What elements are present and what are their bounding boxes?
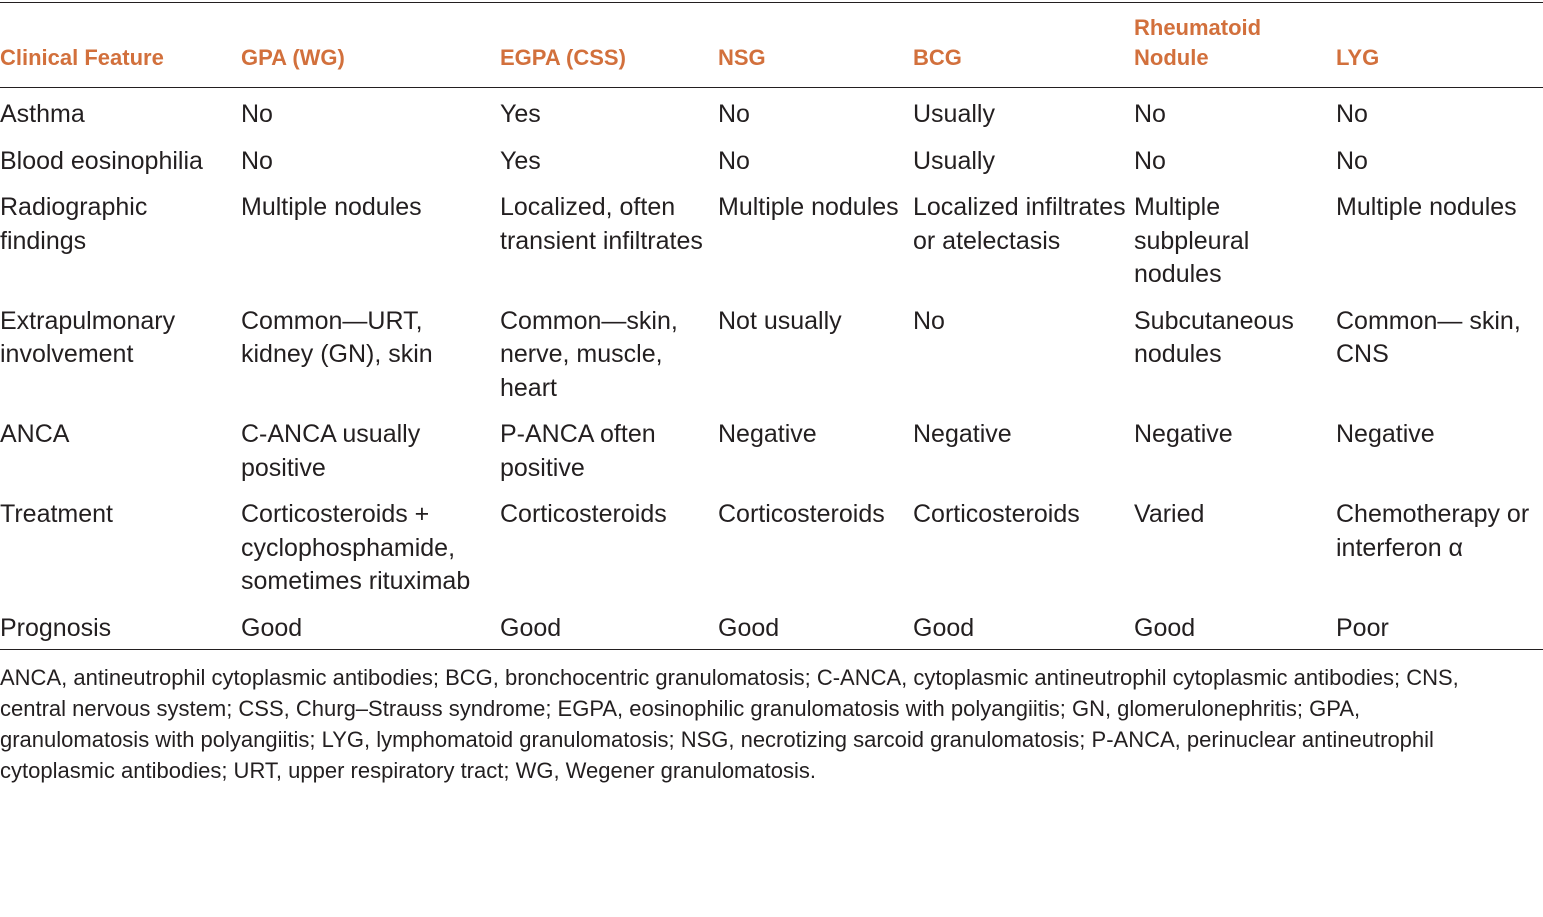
column-header: LYG [1336,2,1543,88]
row-label: Radiographic findings [0,193,148,255]
table-cell: Usually [913,146,995,175]
table-cell: No [1336,100,1368,128]
table-cell: Cortico­steroids [718,500,885,528]
table-cell: Common—skin, nerve, muscle, heart [500,306,678,402]
table-row: Blood eosinophilia No Yes No Usually No No [0,135,1543,182]
column-header: NSG [718,2,913,88]
table-cell: Multiple nodules [241,193,422,221]
table-cell: Yes [500,146,541,175]
table-cell: Corticosteroids [913,500,1080,528]
column-header: GPA (WG) [241,2,500,88]
row-label: Prognosis [0,613,112,642]
table-cell: Negative [1336,420,1435,448]
table-cell: Good [913,613,975,642]
table-cell: Common—URT, kidney (GN), skin [241,306,433,369]
header-row: Clinical Feature GPA (WG) EGPA (CSS) NSG BCG… [0,2,1543,88]
table-cell: Subcutaneous nodules [1134,306,1294,369]
row-label: Treatment [0,500,114,528]
table-cell: No [718,146,750,175]
table-cell: No [718,100,750,128]
table-cell: Varied [1134,500,1205,528]
row-label: Asthma [0,100,85,128]
column-header: EGPA (CSS) [500,2,718,88]
row-label: ANCA [0,420,70,448]
table-cell: Negative [913,420,1012,448]
table-cell: No [1336,146,1368,175]
table-cell: No [241,146,273,175]
table-body: Asthma No Yes No Usually No No Blood eosinophil… [0,88,1543,650]
comparison-table: Clinical Feature GPA (WG) EGPA (CSS) NSG BCG… [0,2,1543,650]
table-cell: Usually [913,100,995,128]
table-row: ANCA C-ANCA usually positive P-ANCA often … [0,408,1543,488]
table-cell: P-ANCA often positive [500,420,656,482]
column-header: Clinical Feature [0,2,241,88]
table-cell: No [913,306,945,335]
table-cell: Good [500,613,562,642]
table-cell: Localized infiltrates or atelectasis [913,193,1126,255]
table-cell: Good [718,613,780,642]
table-cell: No [1134,146,1166,175]
table-cell: Negative [718,420,817,448]
table-row: Asthma No Yes No Usually No No [0,88,1543,135]
row-label: Blood eosinophilia [0,146,203,175]
table-cell: Localized, often transient infiltrates [500,193,703,255]
column-header: Rheumatoid Nodule [1134,2,1336,88]
table-cell: Multiple nodules [1336,193,1517,221]
table-cell: Poor [1336,613,1389,642]
table-row: Treatment Corticosteroids + cyclophos­pha… [0,488,1543,602]
row-label: Extrapulmonary involvement [0,306,176,369]
table-cell: C-ANCA usually positive [241,420,421,482]
table-cell: No [241,100,273,128]
table-cell: Multiple subpleural nodules [1134,193,1250,288]
table-cell: Corticosteroids [500,500,667,528]
table-cell: Chemotherapy or interferon α [1336,500,1530,562]
table-cell: Corticosteroids + cyclophos­phamide, som… [241,500,471,595]
table-row: Prognosis Good Good Good Good Good Poor [0,602,1543,650]
column-header: BCG [913,2,1134,88]
table-cell: Good [241,613,303,642]
table-cell: Good [1134,613,1196,642]
table-cell: Common— skin, CNS [1336,306,1521,369]
table-row: Extrapulmonary involvement Common—URT, ki… [0,295,1543,409]
table-cell: Not usually [718,306,842,335]
table-cell: Yes [500,100,541,128]
table-cell: Negative [1134,420,1233,448]
table-cell: Multiple nodules [718,193,899,221]
table-row: Radiographic findings Multiple nodules Loc… [0,181,1543,295]
table-cell: No [1134,100,1166,128]
footnote: ANCA, antineutrophil cytoplasmic antibod… [0,665,1459,783]
